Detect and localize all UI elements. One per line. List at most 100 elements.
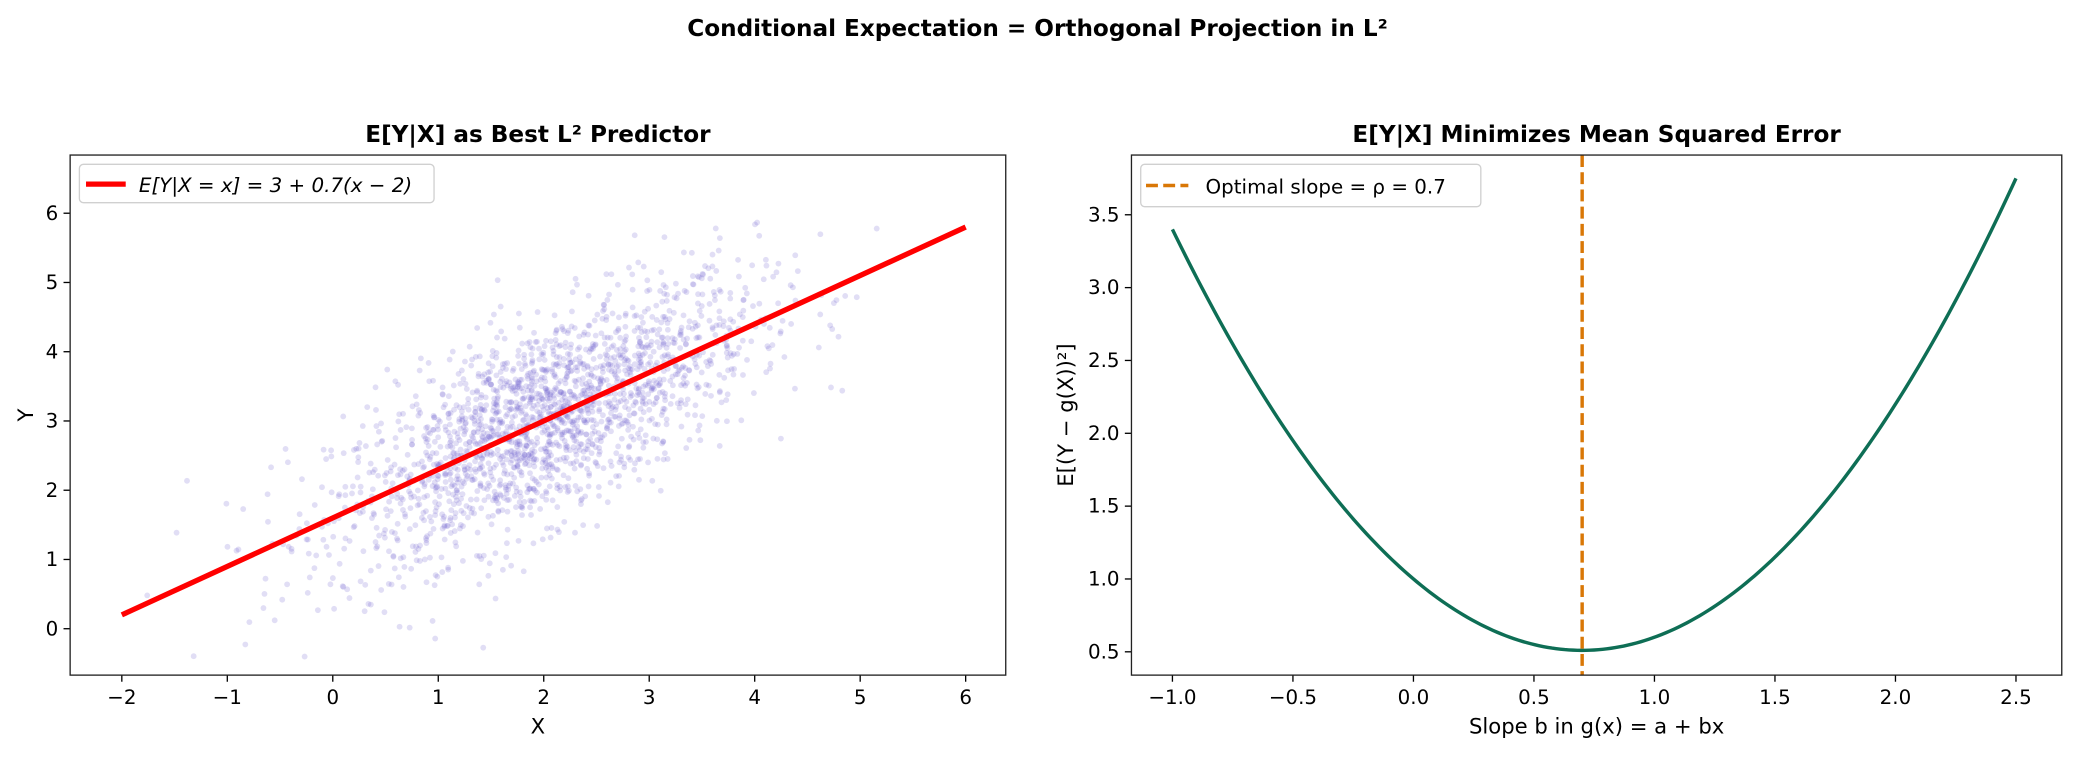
scatter-point: [554, 427, 561, 434]
scatter-point: [565, 364, 572, 371]
scatter-point: [355, 459, 362, 465]
scatter-point: [574, 346, 581, 353]
scatter-point: [450, 491, 456, 498]
scatter-point: [527, 497, 533, 504]
scatter-point: [572, 483, 579, 489]
scatter-point: [616, 423, 622, 429]
scatter-point: [430, 412, 437, 419]
scatter-point: [439, 391, 446, 398]
scatter-point: [661, 352, 668, 359]
scatter-point: [562, 380, 569, 387]
x-tick-label: 0: [326, 686, 339, 709]
scatter-point: [462, 441, 469, 447]
scatter-point: [494, 431, 500, 438]
scatter-point: [435, 434, 442, 441]
scatter-point: [686, 318, 693, 325]
scatter-point: [829, 326, 836, 332]
scatter-point: [529, 413, 535, 420]
scatter-point: [835, 333, 842, 340]
scatter-point: [627, 390, 634, 396]
scatter-point: [555, 380, 562, 387]
scatter-point: [564, 364, 571, 371]
scatter-point: [485, 493, 492, 500]
scatter-point: [740, 296, 747, 303]
scatter-point: [521, 395, 528, 401]
scatter-point: [488, 425, 495, 432]
scatter-point: [531, 442, 538, 449]
scatter-point: [522, 433, 528, 439]
scatter-point: [518, 385, 525, 391]
scatter-point: [490, 512, 496, 519]
scatter-point: [567, 359, 574, 366]
scatter-point: [551, 312, 558, 319]
scatter-point: [612, 413, 619, 420]
scatter-point: [528, 374, 535, 381]
scatter-point: [489, 363, 496, 370]
scatter-point: [617, 398, 624, 404]
scatter-point: [658, 412, 665, 418]
scatter-point: [635, 389, 641, 396]
scatter-point: [370, 469, 376, 476]
scatter-point: [645, 361, 652, 368]
scatter-point: [493, 408, 500, 415]
scatter-point: [515, 347, 522, 354]
scatter-point: [571, 432, 577, 439]
scatter-point: [550, 361, 557, 368]
scatter-point: [572, 275, 579, 282]
scatter-point: [742, 284, 749, 291]
scatter-point: [594, 437, 601, 443]
scatter-point: [415, 545, 422, 552]
scatter-point: [608, 368, 615, 375]
scatter-point: [549, 421, 556, 428]
scatter-point: [656, 344, 663, 351]
scatter-point: [514, 463, 521, 469]
scatter-point: [543, 387, 550, 394]
scatter-point: [792, 252, 799, 259]
scatter-point: [527, 470, 533, 477]
scatter-point: [496, 482, 503, 489]
scatter-point: [424, 436, 431, 443]
scatter-point: [596, 445, 603, 451]
scatter-point: [727, 295, 734, 302]
scatter-point: [595, 385, 602, 392]
scatter-point: [611, 396, 618, 403]
scatter-point: [830, 300, 837, 307]
scatter-point: [462, 426, 469, 433]
scatter-point: [402, 513, 409, 520]
scatter-point: [425, 476, 432, 483]
scatter-point: [546, 433, 553, 440]
scatter-point: [604, 499, 611, 506]
scatter-point: [513, 399, 520, 406]
scatter-point: [536, 345, 542, 352]
scatter-point: [406, 526, 413, 532]
scatter-point: [476, 412, 483, 419]
scatter-point: [606, 416, 612, 423]
scatter-point: [539, 493, 546, 500]
scatter-point: [519, 340, 526, 347]
scatter-point: [727, 290, 734, 296]
scatter-point: [649, 313, 656, 320]
scatter-point: [516, 380, 523, 387]
scatter-point: [503, 378, 510, 385]
scatter-point: [457, 380, 464, 387]
x-tick-label: 2.5: [2000, 686, 2032, 709]
scatter-point: [631, 410, 638, 417]
scatter-point: [409, 441, 415, 448]
scatter-point: [473, 396, 480, 403]
scatter-point: [626, 412, 633, 419]
scatter-point: [649, 415, 655, 422]
scatter-point: [547, 534, 554, 541]
scatter-point: [503, 554, 510, 561]
scatter-point: [518, 472, 525, 479]
scatter-point: [512, 383, 519, 390]
legend-label: Optimal slope = ρ = 0.7: [1206, 175, 1446, 198]
scatter-point: [565, 364, 572, 370]
scatter-point: [578, 429, 585, 435]
scatter-point: [423, 508, 429, 515]
scatter-point: [636, 435, 643, 441]
scatter-point: [549, 463, 556, 470]
scatter-point: [495, 393, 501, 400]
scatter-point: [612, 406, 619, 413]
scatter-point: [626, 363, 633, 370]
scatter-point: [571, 437, 578, 444]
